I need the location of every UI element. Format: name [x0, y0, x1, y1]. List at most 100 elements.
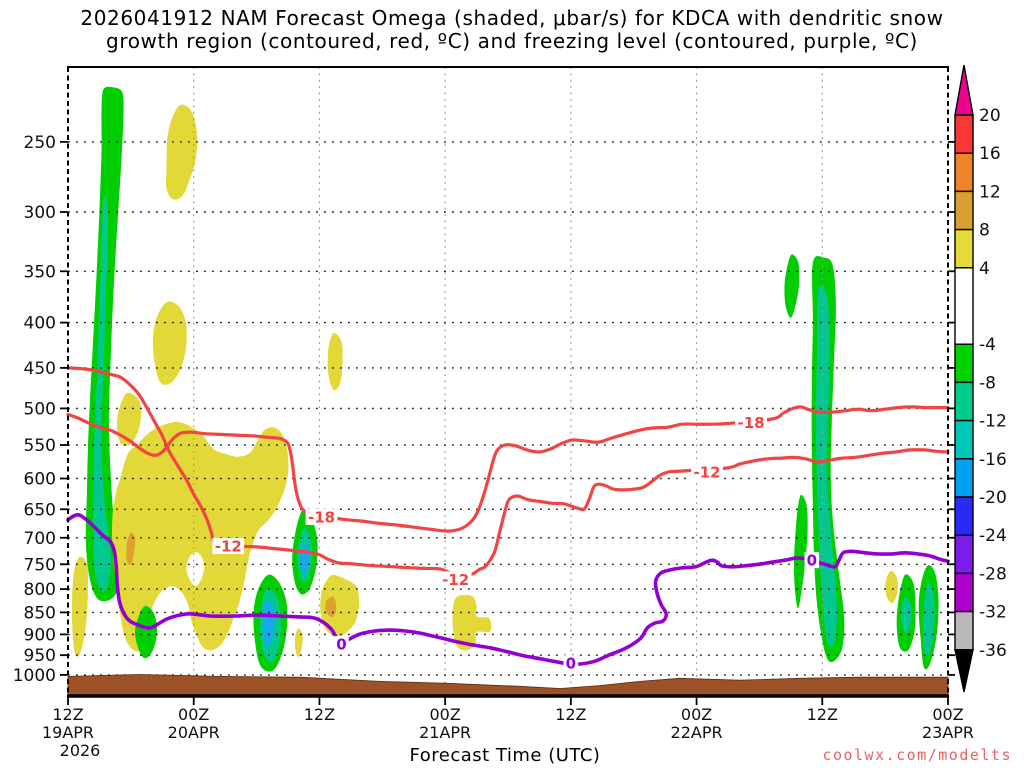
- x-tick-time-label: 00Z: [681, 705, 712, 724]
- contour-label-dgz-minus18C: -18: [308, 508, 335, 526]
- colorbar-level-label: -4: [979, 335, 996, 355]
- y-tick-label: 400: [24, 314, 56, 334]
- shaded-region-downdraft-sliver-400: [327, 333, 343, 391]
- contour-label-halo: [563, 655, 579, 672]
- y-axis-labels: 2503003504004505005506006507007508008509…: [13, 133, 56, 686]
- x-tick-time-label: 12Z: [52, 705, 83, 724]
- y-tick-label: 350: [24, 262, 56, 282]
- colorbar-cell: [954, 381, 974, 422]
- x-tick-time-label: 00Z: [178, 705, 209, 724]
- contour-line-dgz-minus12C: [66, 366, 950, 578]
- contour-label-halo: [212, 537, 245, 554]
- contour-label-dgz-minus12C: -12: [693, 464, 720, 482]
- colorbar-cell: [954, 114, 974, 154]
- y-tick-label: 600: [24, 469, 56, 489]
- contour-label-dgz-minus18C: -18: [737, 414, 764, 432]
- y-tick-label: 850: [24, 603, 56, 623]
- y-tick-label: 900: [24, 625, 56, 645]
- x-tick-time-label: 00Z: [932, 705, 963, 724]
- colorbar-arrow-bottom: [954, 649, 974, 692]
- x-tick-time-label: 12Z: [555, 705, 586, 724]
- colorbar-cell: [954, 190, 974, 231]
- contour-label-halo: [735, 414, 767, 431]
- watermark-text: coolwx.com/modelts: [822, 746, 1012, 764]
- colorbar-cell: [954, 458, 974, 498]
- x-tick-date-label: 21APR: [419, 723, 471, 742]
- shaded-region-updraft-sliver-right: [793, 494, 808, 609]
- shaded-region-updraft-ellipse-350-right: [784, 254, 800, 318]
- shaded-region-downdraft-small-upperleft: [117, 392, 142, 447]
- shaded-region-updraft-right-b-core: [922, 582, 935, 657]
- colorbar-arrow-top: [954, 64, 974, 116]
- colorbar-level-label: -36: [979, 641, 1007, 661]
- colorbar-level-label: 20: [979, 106, 1001, 126]
- x-tick-time-label: 12Z: [807, 705, 838, 724]
- colorbar-level-label: 8: [979, 221, 990, 241]
- y-tick-label: 500: [24, 399, 56, 419]
- shaded-region-downdraft-top: [165, 104, 198, 200]
- shaded-region-updraft-low-1-inner: [262, 601, 275, 647]
- y-tick-label: 300: [24, 203, 56, 223]
- colorbar-cell: [954, 610, 974, 651]
- contour-label-halo: [804, 552, 820, 569]
- axis-ticks: [60, 140, 955, 705]
- generated-chart-layers: -12 -12 -12 -18 -18 0 0 0 250 300 350 400 450 500 550 6…: [13, 64, 1007, 760]
- x-tick-date-label: 22APR: [671, 723, 723, 742]
- shaded-region-updraft-band-left-core: [92, 193, 111, 592]
- colorbar-level-label: -8: [979, 373, 996, 393]
- shaded-region-downdraft-main-hole: [186, 552, 205, 587]
- x-tick-date-label: 20APR: [168, 723, 220, 742]
- y-tick-label: 250: [24, 133, 56, 153]
- colorbar-level-label: -16: [979, 450, 1007, 470]
- chart-title-line-2: growth region (contoured, red, ºC) and f…: [106, 29, 918, 53]
- y-tick-label: 650: [24, 500, 56, 520]
- contour-label-halo: [305, 508, 338, 525]
- colorbar-cell: [954, 572, 974, 613]
- shaded-region-downdraft-streak-orange: [126, 532, 136, 565]
- shaded-region-downdraft-low-460: [452, 594, 492, 651]
- contour-label-halo: [691, 464, 723, 481]
- shaded-region-downdraft-mid-left: [152, 301, 187, 385]
- shaded-region-updraft-teardrop-low: [135, 605, 158, 659]
- colorbar: 20 16 12 8 4 -4 -8 -12 -16 -20 -24 -28 -32 -36: [954, 64, 1007, 692]
- contour-label-freezing-level-0C: 0: [566, 655, 576, 673]
- shaded-region-downdraft-right-small: [885, 570, 898, 604]
- colorbar-level-label: -32: [979, 603, 1007, 623]
- contour-label-dgz-minus12C: -12: [215, 537, 242, 555]
- y-tick-label: 450: [24, 359, 56, 379]
- colorbar-cell: [954, 228, 974, 269]
- colorbar-cell: [954, 343, 974, 384]
- y-tick-label: 800: [24, 580, 56, 600]
- x-axis-title: Forecast Time (UTC): [410, 745, 601, 766]
- contour-labels: -12 -12 -12 -18 -18 0 0 0: [212, 414, 820, 673]
- x-tick-time-label: 12Z: [304, 705, 335, 724]
- contour-label-halo: [334, 636, 349, 653]
- colorbar-cell: [954, 419, 974, 460]
- colorbar-level-label: -24: [979, 526, 1007, 546]
- colorbar-level-label: -12: [979, 412, 1007, 432]
- colorbar-cell: [954, 534, 974, 575]
- contour-label-dgz-minus12C: -12: [442, 571, 469, 589]
- grid-vertical: [193, 67, 823, 696]
- shaded-region-downdraft-bottomleft-column: [71, 556, 88, 657]
- shaded-region-updraft-right-a-core: [900, 597, 912, 634]
- y-tick-label: 1000: [13, 666, 56, 686]
- y-tick-label: 950: [24, 646, 56, 666]
- y-tick-label: 750: [24, 555, 56, 575]
- colorbar-level-label: -28: [979, 564, 1007, 584]
- contour-label-halo: [439, 571, 472, 588]
- terrain-surface: [67, 674, 949, 697]
- x-tick-date-label: 19APR: [42, 723, 94, 742]
- colorbar-level-label: 4: [979, 259, 990, 279]
- colorbar-level-label: 12: [979, 182, 1001, 202]
- plot-frame: [67, 66, 949, 698]
- x-tick-year-label: 2026: [60, 741, 101, 760]
- shaded-omega-regions: [71, 86, 939, 672]
- x-tick-time-label: 00Z: [429, 705, 460, 724]
- shaded-region-downdraft-main-lowmid: [112, 421, 289, 652]
- shaded-region-downdraft-sliver-low: [294, 628, 303, 658]
- contour-line-dgz-minus18C: [66, 405, 950, 533]
- shaded-region-downdraft-low-330: [320, 574, 360, 637]
